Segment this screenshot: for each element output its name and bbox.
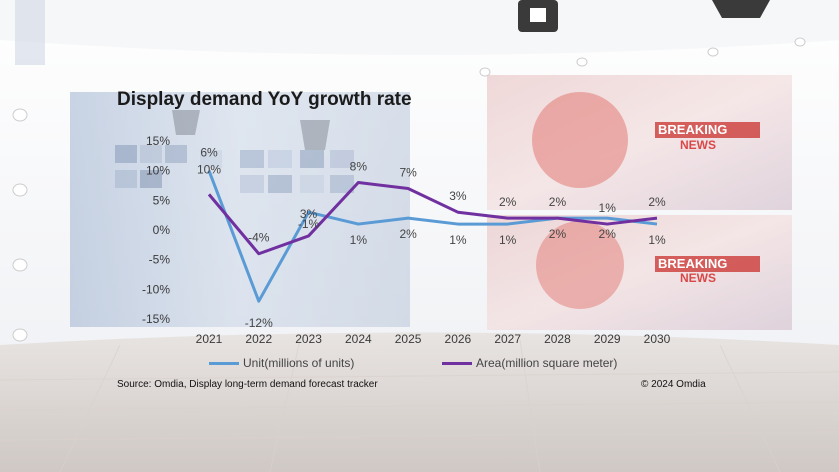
- data-label-unit: 2%: [599, 227, 617, 241]
- data-label-unit: 1%: [449, 233, 467, 247]
- data-label-unit: 1%: [648, 233, 666, 247]
- data-label-area: 2%: [648, 195, 666, 209]
- data-label-area: 2%: [499, 195, 517, 209]
- y-tick-label: 5%: [153, 193, 171, 207]
- source-note: Source: Omdia, Display long-term demand …: [117, 379, 378, 390]
- data-label-unit: 2%: [399, 227, 417, 241]
- y-tick-label: 10%: [146, 164, 170, 178]
- spotlight-icon: [518, 0, 558, 32]
- x-tick-label: 2029: [594, 332, 621, 346]
- data-label-unit: 10%: [197, 163, 221, 177]
- data-label-area: 8%: [350, 160, 368, 174]
- x-tick-label: 2024: [345, 332, 372, 346]
- y-tick-label: 15%: [146, 134, 170, 148]
- data-label-area: 3%: [449, 189, 467, 203]
- y-tick-label: -5%: [149, 253, 171, 267]
- data-label-area: -1%: [298, 217, 320, 231]
- legend-item-unit: Unit(millions of units): [209, 356, 354, 370]
- x-tick-label: 2026: [445, 332, 472, 346]
- data-label-unit: 3%: [300, 207, 318, 221]
- data-label-unit: -12%: [245, 316, 273, 330]
- legend-label-unit: Unit(millions of units): [243, 356, 355, 370]
- data-label-unit: 1%: [350, 233, 368, 247]
- x-tick-label: 2022: [245, 332, 272, 346]
- data-label-area: 1%: [599, 201, 617, 215]
- series-line-area: [207, 181, 658, 256]
- legend-item-area: Area(million square meter): [442, 356, 617, 370]
- x-tick-label: 2025: [395, 332, 422, 346]
- chart-title: Display demand YoY growth rate: [117, 89, 412, 110]
- news-banner-bottom-line1: BREAKING: [658, 256, 727, 271]
- news-banner-top-line2: NEWS: [680, 138, 716, 152]
- series-line-unit: [207, 170, 658, 303]
- y-tick-label: -10%: [142, 282, 170, 296]
- data-label-area: 6%: [200, 146, 218, 160]
- data-label-area: 7%: [399, 165, 417, 179]
- x-tick-label: 2021: [196, 332, 223, 346]
- legend-label-area: Area(million square meter): [476, 356, 618, 370]
- x-tick-label: 2027: [494, 332, 521, 346]
- y-tick-label: 0%: [153, 223, 171, 237]
- y-tick-label: -15%: [142, 312, 170, 326]
- data-label-area: -4%: [248, 231, 270, 245]
- x-tick-label: 2028: [544, 332, 571, 346]
- x-tick-label: 2030: [644, 332, 671, 346]
- spotlight-icon: [712, 0, 770, 18]
- legend-swatch-unit: [209, 361, 239, 365]
- copyright-note: © 2024 Omdia: [641, 379, 706, 390]
- data-label-unit: 1%: [499, 233, 517, 247]
- data-label-unit: 2%: [549, 227, 567, 241]
- x-tick-label: 2023: [295, 332, 322, 346]
- legend-swatch-area: [442, 361, 472, 365]
- news-banner-top-line1: BREAKING: [658, 122, 727, 137]
- data-label-area: 2%: [549, 195, 567, 209]
- news-banner-bottom-line2: NEWS: [680, 271, 716, 285]
